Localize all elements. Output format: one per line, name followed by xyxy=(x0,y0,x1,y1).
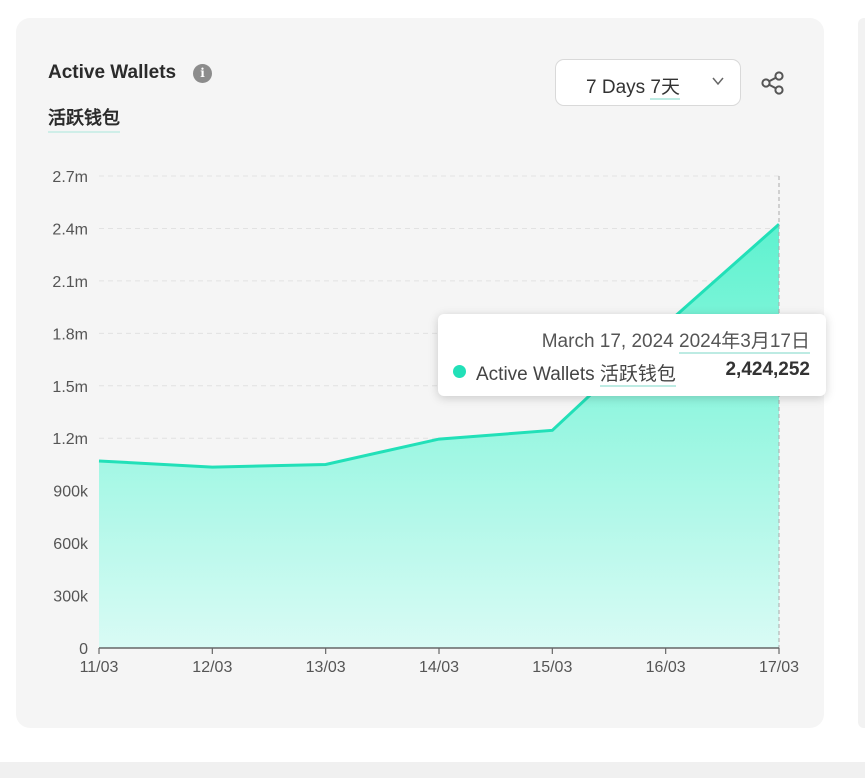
series-area xyxy=(99,224,779,648)
x-tick-label: 14/03 xyxy=(419,659,459,676)
tooltip-value: 2,424,252 xyxy=(725,359,810,380)
x-tick-label: 17/03 xyxy=(759,659,799,676)
y-tick-label: 1.8m xyxy=(52,326,88,343)
x-tick-label: 11/03 xyxy=(80,659,119,676)
time-range-label: 7 Days 7天 xyxy=(586,72,680,100)
tooltip-date-en: March 17, 2024 xyxy=(541,331,680,352)
x-tick-label: 12/03 xyxy=(192,659,232,676)
time-range-label-en: 7 Days xyxy=(586,77,651,98)
chart-tooltip: March 17, 2024 2024年3月17日 Active Wallets… xyxy=(438,314,826,396)
info-icon[interactable]: i xyxy=(193,64,212,83)
y-tick-label: 300k xyxy=(53,589,89,606)
bottom-strip xyxy=(0,762,865,778)
y-tick-label: 0 xyxy=(79,641,88,658)
tooltip-series-zh: 活跃钱包 xyxy=(599,364,676,387)
tooltip-date: March 17, 2024 2024年3月17日 xyxy=(541,326,810,354)
x-tick-label: 16/03 xyxy=(646,659,686,676)
chart-subtitle: 活跃钱包 xyxy=(48,104,120,133)
y-tick-label: 900k xyxy=(53,484,89,501)
adjacent-card-edge xyxy=(858,18,865,728)
y-tick-label: 1.5m xyxy=(52,379,88,396)
tooltip-series-dot xyxy=(453,365,466,378)
x-tick-label: 15/03 xyxy=(532,659,572,676)
tooltip-series-en: Active Wallets xyxy=(476,364,600,385)
y-tick-label: 2.4m xyxy=(52,221,88,238)
y-tick-label: 1.2m xyxy=(52,431,88,448)
y-tick-label: 2.1m xyxy=(52,274,88,291)
y-tick-label: 600k xyxy=(53,536,89,553)
chart-title: Active Wallets xyxy=(48,62,177,83)
share-icon[interactable] xyxy=(760,70,786,96)
time-range-label-zh: 7天 xyxy=(650,77,680,100)
tooltip-date-zh: 2024年3月17日 xyxy=(679,331,810,354)
chevron-down-icon xyxy=(712,77,724,86)
y-tick-label: 2.7m xyxy=(52,169,88,186)
time-range-dropdown[interactable]: 7 Days 7天 xyxy=(555,59,741,106)
tooltip-series-label: Active Wallets 活跃钱包 xyxy=(476,359,676,387)
x-tick-label: 13/03 xyxy=(306,659,346,676)
